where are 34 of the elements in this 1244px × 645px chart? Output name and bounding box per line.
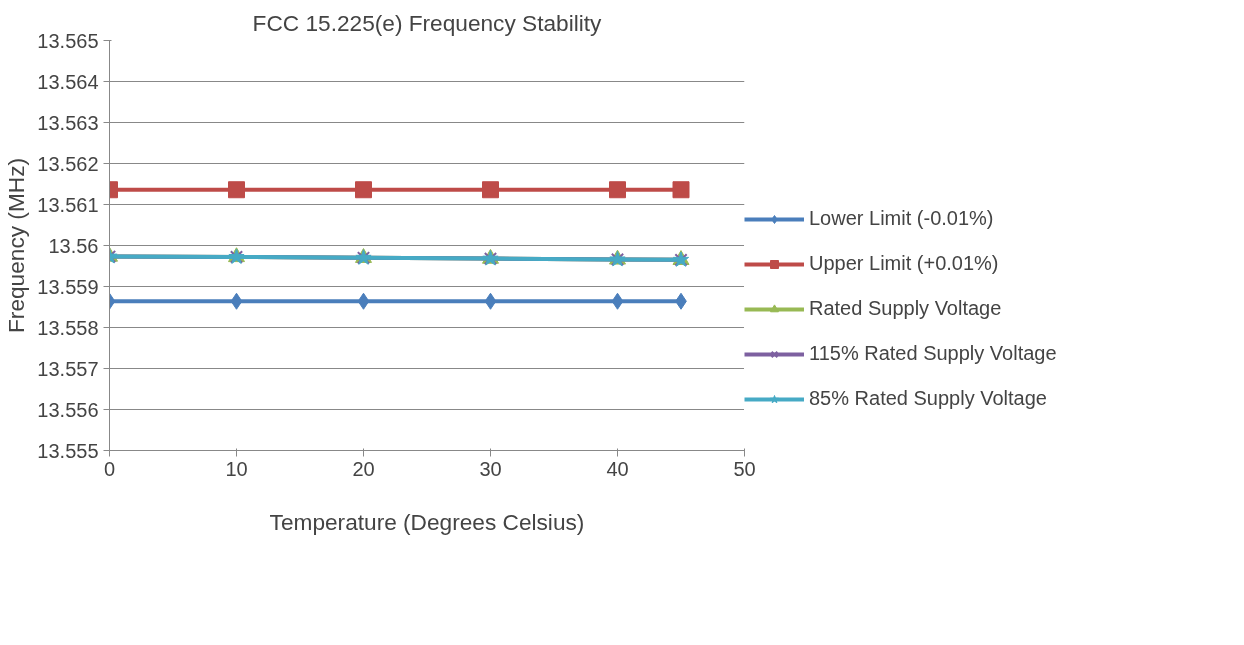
legend-label: Lower Limit (-0.01%) bbox=[809, 207, 994, 230]
x-tick-label: 40 bbox=[606, 457, 629, 480]
point bbox=[230, 292, 243, 310]
point bbox=[609, 181, 626, 199]
y-tick-label: 13.558 bbox=[37, 316, 99, 339]
x-axis-title: Temperature (Degrees Celsius) bbox=[269, 508, 585, 535]
y-tick-label: 13.565 bbox=[37, 29, 99, 52]
x-tick-label: 30 bbox=[479, 457, 502, 480]
y-tick-label: 13.555 bbox=[37, 439, 99, 462]
point bbox=[484, 292, 497, 310]
x-tick-label: 20 bbox=[352, 457, 375, 480]
point bbox=[611, 292, 624, 310]
y-axis-title: Frequency (MHz) bbox=[3, 157, 30, 333]
point bbox=[228, 181, 245, 199]
y-tick-label: 13.561 bbox=[37, 193, 99, 216]
y-tick-label: 13.564 bbox=[37, 70, 99, 93]
y-tick-label: 13.562 bbox=[37, 152, 99, 175]
y-tick-label: 13.563 bbox=[37, 111, 99, 134]
point bbox=[482, 181, 499, 199]
chart-title: FCC 15.225(e) Frequency Stability bbox=[252, 9, 603, 36]
y-tick-label: 13.556 bbox=[37, 398, 99, 421]
y-tick-label: 13.559 bbox=[37, 275, 99, 298]
x-tick-label: 0 bbox=[103, 457, 116, 480]
y-tick-label: 13.557 bbox=[37, 357, 99, 380]
legend-label: 115% Rated Supply Voltage bbox=[809, 342, 1057, 365]
legend-label: Upper Limit (+0.01%) bbox=[809, 252, 999, 275]
point bbox=[355, 181, 372, 199]
x-tick-label: 10 bbox=[225, 457, 248, 480]
point bbox=[357, 292, 370, 310]
legend-label: 85% Rated Supply Voltage bbox=[809, 387, 1047, 410]
point bbox=[672, 181, 690, 199]
y-tick-label: 13.56 bbox=[48, 234, 99, 257]
legend-label: Rated Supply Voltage bbox=[809, 297, 1002, 320]
x-tick-label: 50 bbox=[733, 457, 756, 480]
